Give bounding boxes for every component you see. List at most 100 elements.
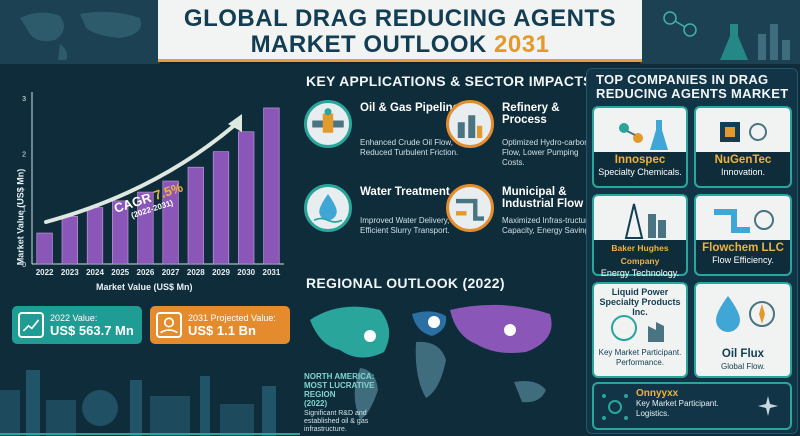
chart-bar bbox=[187, 166, 204, 265]
stat-2031-amount: US$ 1.1 Bn bbox=[188, 322, 256, 338]
app-municipal-desc: Maximized Infras-tructure Capacity, Ener… bbox=[502, 216, 596, 235]
companies-title-1: TOP COMPANIES IN DRAG bbox=[596, 72, 769, 87]
companies-title-2: REDUCING AGENTS MARKET bbox=[596, 86, 789, 101]
chart-bar bbox=[238, 131, 255, 265]
stat-2031-label: 2031 Projected Value: bbox=[188, 312, 276, 323]
x-tick-label: 2030 bbox=[237, 268, 255, 277]
pipes-icon bbox=[446, 184, 494, 232]
company-desc-nugentec: Innovation. bbox=[720, 167, 766, 177]
refinery-icon bbox=[446, 100, 494, 148]
app-refinery-desc: Optimized Hydro-carbon Flow, Lower Pumpi… bbox=[502, 138, 589, 167]
logistics-network-icon bbox=[602, 394, 628, 420]
na-desc: Significant R&D and established oil & ga… bbox=[304, 410, 369, 433]
x-axis-title: Market Value (US$ Mn) bbox=[96, 282, 193, 292]
company-desc-flowchem: Flow Efficiency. bbox=[712, 255, 774, 265]
north-america-callout: NORTH AMERICA: MOST LUCRATIVE REGION (20… bbox=[304, 372, 394, 434]
x-tick-label: 2025 bbox=[111, 268, 129, 277]
company-name-flowchem: Flowchem LLC bbox=[702, 242, 784, 254]
na-heading-1: NORTH AMERICA: bbox=[304, 372, 375, 381]
company-desc-liquid-power: Key Market Participant. Performance. bbox=[598, 348, 682, 367]
oil-rig-icon bbox=[624, 203, 666, 239]
company-card-flowchem: Flowchem LLC Flow Efficiency. bbox=[694, 194, 792, 276]
stat-2022-label: 2022 Value: bbox=[50, 312, 98, 323]
molecule-flask-icon bbox=[619, 120, 668, 150]
x-tick-label: 2022 bbox=[36, 268, 54, 277]
chart-bar bbox=[263, 107, 280, 265]
company-card-onnyyxx: Onnyyxx Key Market Participant. Logistic… bbox=[592, 382, 792, 430]
market-chart-svg: 0 1 2 3 2022 2023 2024 2025 2026 2027 2028 2029 2030… bbox=[22, 92, 284, 277]
company-desc-baker-hughes: Energy Technology. bbox=[600, 268, 680, 278]
water-drop-icon bbox=[304, 184, 352, 232]
company-card-oil-flux: Oil Flux Global Flow. bbox=[694, 282, 792, 378]
company-desc-innospec: Specialty Chemicals. bbox=[598, 167, 682, 177]
growth-chart-icon bbox=[18, 312, 44, 338]
company-name-onnyyxx: Onnyyxx bbox=[636, 388, 679, 399]
europe-pin-icon bbox=[426, 314, 442, 330]
money-hand-icon bbox=[156, 312, 182, 338]
x-tick-label: 2031 bbox=[263, 268, 281, 277]
y-tick-label: 0 bbox=[22, 262, 26, 269]
x-tick-label: 2024 bbox=[86, 268, 104, 277]
page-title-line1: GLOBAL DRAG REDUCING AGENTS bbox=[183, 5, 617, 32]
chart-bar bbox=[86, 207, 104, 265]
chart-bar bbox=[36, 232, 53, 265]
drop-factory-icon bbox=[611, 315, 664, 342]
app-water-desc: Improved Water Delivery, Efficient Slurr… bbox=[360, 216, 450, 235]
x-tick-label: 2023 bbox=[61, 268, 79, 277]
app-water-heading: Water Treatment bbox=[360, 186, 450, 198]
header: GLOBAL DRAG REDUCING AGENTS MARKET OUTLO… bbox=[0, 0, 800, 64]
chart-bar bbox=[162, 180, 179, 265]
x-tick-label: 2026 bbox=[137, 268, 155, 277]
page-title-main: MARKET OUTLOOK bbox=[250, 31, 487, 58]
flow-pipe-icon bbox=[714, 209, 774, 233]
regional-title: REGIONAL OUTLOOK (2022) bbox=[306, 275, 505, 291]
page-title-year: 2031 bbox=[494, 31, 550, 58]
company-name-nugentec: NuGenTec bbox=[714, 154, 772, 166]
x-tick-label: 2029 bbox=[212, 268, 230, 277]
applications-title: KEY APPLICATIONS & SECTOR IMPACTS bbox=[306, 73, 593, 89]
industrial-skyline-decor bbox=[0, 370, 300, 436]
world-map bbox=[310, 304, 552, 420]
company-desc-onnyyxx: Key Market Participant. Logistics. bbox=[636, 399, 719, 418]
lab-flask-decor-right bbox=[640, 0, 800, 64]
y-tick-label: 3 bbox=[22, 96, 26, 103]
company-card-nugentec: NuGenTec Innovation. bbox=[694, 106, 792, 188]
na-heading-3: (2022) bbox=[304, 399, 328, 408]
asia-pin-icon bbox=[502, 322, 518, 338]
na-heading-2: MOST LUCRATIVE REGION bbox=[304, 381, 375, 399]
chart-bar bbox=[61, 216, 78, 265]
north-america-pin-icon bbox=[362, 328, 378, 344]
company-name-oil-flux: Oil Flux bbox=[721, 348, 765, 360]
company-card-liquid-power: Liquid Power Specialty Products Inc. Key… bbox=[592, 282, 688, 378]
company-name-liquid-power: Liquid Power Specialty Products Inc. bbox=[599, 287, 681, 317]
y-axis-title: Market Value (US$ Mn) bbox=[15, 168, 26, 266]
app-oil-gas-desc: Enhanced Crude Oil Flow, Reduced Turbule… bbox=[360, 138, 459, 157]
growth-arrow-head bbox=[228, 114, 242, 132]
chart-bar bbox=[212, 151, 230, 265]
companies-title: TOP COMPANIES IN DRAG REDUCING AGENTS MA… bbox=[596, 73, 788, 101]
x-tick-label: 2027 bbox=[162, 268, 180, 277]
y-tick-label: 1 bbox=[22, 207, 26, 214]
company-card-baker-hughes: Baker Hughes Company Energy Technology. bbox=[592, 194, 688, 278]
company-name-baker-hughes: Baker Hughes Company bbox=[611, 243, 669, 266]
chart-bar bbox=[112, 200, 129, 265]
growth-arrow bbox=[44, 122, 238, 224]
app-oil-gas-heading: Oil & Gas Pipeline bbox=[360, 102, 460, 114]
company-card-innospec: Innospec Specialty Chemicals. bbox=[592, 106, 688, 188]
page-title-line2: MARKET OUTLOOK 2031 bbox=[158, 32, 642, 58]
app-municipal-heading: Municipal & Industrial Flow bbox=[502, 186, 584, 210]
y-tick-label: 2 bbox=[22, 151, 26, 158]
stat-2022-amount: US$ 563.7 Mn bbox=[50, 322, 134, 338]
app-refinery-heading: Refinery & Process bbox=[502, 102, 560, 126]
chart-bar bbox=[137, 191, 154, 265]
title-box: GLOBAL DRAG REDUCING AGENTS MARKET OUTLO… bbox=[158, 0, 642, 62]
world-map-decor-left bbox=[0, 0, 160, 64]
x-tick-label: 2028 bbox=[187, 268, 205, 277]
drop-compass-icon bbox=[716, 296, 775, 332]
market-chart: 0 1 2 3 2022 2023 2024 2025 2026 2027 2028 2029 2030… bbox=[6, 72, 292, 302]
company-name-innospec: Innospec bbox=[614, 154, 666, 166]
sparkle-icon bbox=[758, 396, 778, 416]
company-desc-oil-flux: Global Flow. bbox=[720, 362, 766, 371]
stat-2022-value: 2022 Value: US$ 563.7 Mn bbox=[12, 306, 142, 344]
chip-molecule-icon bbox=[720, 122, 767, 142]
